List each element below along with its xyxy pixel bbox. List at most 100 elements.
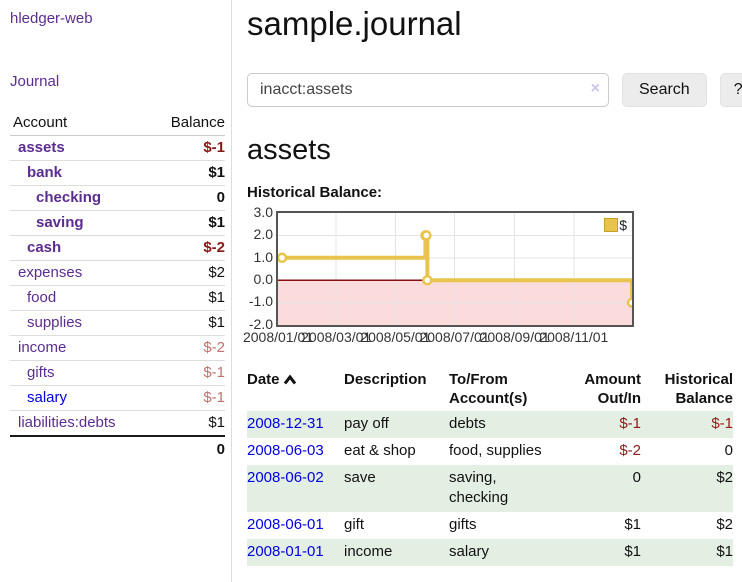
description-column-header: Description xyxy=(344,370,427,388)
sidebar-account-balance: $1 xyxy=(149,210,225,236)
sidebar-account-link-salary[interactable]: salary xyxy=(27,389,68,406)
y-axis-tick-label: -1.0 xyxy=(248,293,273,310)
sidebar-account-rows: assets $-1 bank $1 checking 0 saving $1 cash $-2 e… xyxy=(10,136,225,436)
main-content: sample.journal × Search ? assets Histori… xyxy=(232,0,742,582)
transaction-accounts: food, supplies xyxy=(449,441,542,459)
y-axis-tick-label: -2.0 xyxy=(248,315,273,332)
transaction-amount: $-1 xyxy=(569,410,641,438)
transaction-balance: $1 xyxy=(641,538,733,566)
sidebar-account-row: supplies $1 xyxy=(10,310,225,336)
y-axis-tick-label: 3.0 xyxy=(253,203,273,220)
x-axis-tick-label: 2008/01/01 xyxy=(242,328,314,345)
sidebar: hledger-web Journal Account Balance asse… xyxy=(0,0,232,582)
sidebar-account-link-assets[interactable]: assets xyxy=(18,139,65,156)
sort-ascending-icon xyxy=(283,371,297,390)
date-header-label: Date xyxy=(247,370,280,388)
chart-legend: $ xyxy=(603,216,628,233)
sidebar-account-row: gifts $-1 xyxy=(10,360,225,386)
sidebar-account-row: liabilities:debts $1 xyxy=(10,410,225,436)
sidebar-account-balance: $-2 xyxy=(149,335,225,361)
transaction-description: eat & shop xyxy=(344,441,416,459)
sidebar-table-header-row: Account Balance xyxy=(10,111,225,136)
sidebar-total-balance: 0 xyxy=(149,435,225,463)
x-axis-tick-label: 2008/09/01 xyxy=(479,328,550,345)
y-axis-tick-label: 2.0 xyxy=(253,226,273,243)
x-axis-tick-label: 2008/07/01 xyxy=(419,328,490,345)
sidebar-account-balance: $1 xyxy=(149,160,225,186)
chart-title: Historical Balance: xyxy=(247,183,383,201)
legend-label: $ xyxy=(619,216,627,233)
register-rows: 2008-12-31 pay off debts $-1 $-1 2008-06-03 ea… xyxy=(247,410,733,566)
sidebar-account-row: bank $1 xyxy=(10,160,225,186)
search-field-wrapper: × xyxy=(247,72,609,107)
sidebar-account-row: checking 0 xyxy=(10,185,225,211)
transaction-balance: 0 xyxy=(724,441,733,459)
transaction-date-link[interactable]: 2008-12-31 xyxy=(247,414,324,432)
search-button[interactable]: Search xyxy=(622,72,707,107)
transaction-amount: $-2 xyxy=(619,441,641,459)
balance-column-header-register: Historical Balance xyxy=(664,370,733,407)
y-axis-tick-label: 0.0 xyxy=(253,270,273,287)
account-heading: assets xyxy=(247,133,331,166)
table-row: 2008-12-31 pay off debts $-1 $-1 xyxy=(247,410,733,438)
help-button[interactable]: ? xyxy=(719,72,742,107)
sidebar-account-row: food $1 xyxy=(10,285,225,311)
transaction-amount: 0 xyxy=(569,464,641,512)
transaction-date-link[interactable]: 2008-06-03 xyxy=(247,441,324,459)
sidebar-account-balance: 0 xyxy=(149,185,225,211)
clear-search-icon[interactable]: × xyxy=(590,79,600,97)
transaction-balance: $2 xyxy=(641,464,733,512)
amount-column-header: Amount Out/In xyxy=(584,370,641,407)
transaction-balance: $2 xyxy=(716,515,733,533)
sidebar-total-spacer xyxy=(10,435,150,463)
sidebar-account-link-food[interactable]: food xyxy=(27,289,57,306)
table-row: 2008-06-03 eat & shop food, supplies $-2 0 xyxy=(247,438,733,465)
sidebar-account-link-expenses[interactable]: expenses xyxy=(18,264,83,281)
sidebar-account-balance: $1 xyxy=(149,310,225,336)
sidebar-account-link-income[interactable]: income xyxy=(18,339,67,356)
sidebar-account-balance: $2 xyxy=(149,260,225,286)
sidebar-account-link-bank[interactable]: bank xyxy=(27,164,63,181)
sidebar-account-balance: $1 xyxy=(149,285,225,311)
sidebar-account-link-gifts[interactable]: gifts xyxy=(27,364,55,381)
transaction-description: pay off xyxy=(344,410,449,438)
register-table: Date Description To/From Account(s) Amou… xyxy=(247,367,733,566)
sidebar-account-table: Account Balance assets $-1 bank $1 checking 0… xyxy=(10,111,225,463)
accounts-column-header: To/From Account(s) xyxy=(449,370,528,407)
transaction-amount: $1 xyxy=(624,515,641,533)
sidebar-account-row: salary $-1 xyxy=(10,385,225,411)
sidebar-account-link-saving[interactable]: saving xyxy=(36,214,84,231)
register-header-row: Date Description To/From Account(s) Amou… xyxy=(247,367,733,411)
x-axis-tick-label: 2008/11/01 xyxy=(539,328,609,345)
sidebar-account-row: saving $1 xyxy=(10,210,225,236)
sidebar-account-link-liabilities-debts[interactable]: liabilities:debts xyxy=(18,414,116,431)
y-axis-tick-label: 1.0 xyxy=(253,248,273,265)
transaction-description: income xyxy=(344,538,449,566)
transaction-date-link[interactable]: 2008-06-01 xyxy=(247,515,324,533)
sidebar-item-journal[interactable]: Journal xyxy=(10,73,60,90)
sidebar-account-link-cash[interactable]: cash xyxy=(27,239,62,256)
table-row: 2008-06-01 gift gifts $1 $2 xyxy=(247,512,733,539)
transaction-balance: $-1 xyxy=(641,410,733,438)
sidebar-account-link-supplies[interactable]: supplies xyxy=(27,314,83,331)
sidebar-account-balance: $-1 xyxy=(203,139,225,156)
legend-swatch-icon xyxy=(604,217,619,232)
x-axis-tick-label: 2008/05/01 xyxy=(360,328,431,345)
sidebar-total-row: 0 xyxy=(10,435,225,463)
search-form: × Search ? xyxy=(247,72,742,107)
chart-plot-area: $ xyxy=(276,210,634,327)
transaction-date-link[interactable]: 2008-06-02 xyxy=(247,468,324,486)
transaction-description: save xyxy=(344,464,449,512)
brand-link[interactable]: hledger-web xyxy=(10,10,93,27)
transaction-accounts: debts xyxy=(449,410,569,438)
sidebar-account-row: expenses $2 xyxy=(10,260,225,286)
transaction-accounts: gifts xyxy=(449,515,477,533)
transaction-date-link[interactable]: 2008-01-01 xyxy=(247,542,324,560)
search-input[interactable] xyxy=(247,72,609,107)
sidebar-account-balance: $-1 xyxy=(149,385,225,411)
balance-column-header: Balance xyxy=(149,111,225,136)
table-row: 2008-01-01 income salary $1 $1 xyxy=(247,538,733,566)
sidebar-account-link-checking[interactable]: checking xyxy=(36,189,102,206)
date-column-header[interactable]: Date xyxy=(247,367,344,411)
